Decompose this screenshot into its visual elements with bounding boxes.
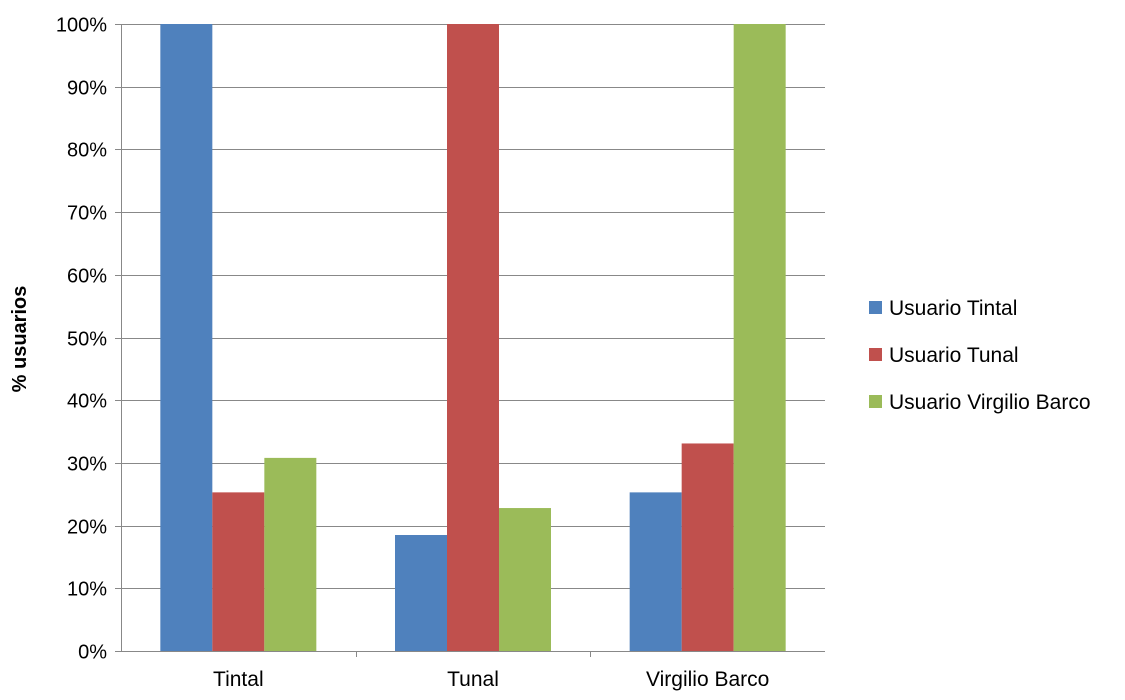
x-category-label: Tunal — [447, 668, 499, 691]
bar-usuario-tunal-tintal — [212, 492, 265, 651]
legend-swatch — [869, 301, 882, 314]
y-tick-label: 70% — [67, 203, 107, 225]
y-tick-label: 100% — [56, 15, 107, 37]
y-tick-label: 20% — [67, 517, 107, 539]
x-category-label: Tintal — [213, 668, 264, 691]
x-category-label: Virgilio Barco — [646, 668, 769, 691]
legend-swatch — [869, 395, 882, 408]
bar-usuario-virgilio-barco-tintal — [264, 457, 317, 651]
bar-usuario-virgilio-barco-virgilio-barco — [733, 24, 786, 651]
y-tick-label: 10% — [67, 579, 107, 601]
axis-labels: 0% 10% 20% 30% 40% 50% 60% 70% 80% 90% 100% Tintal T… — [56, 15, 769, 692]
y-tick-label: 40% — [67, 391, 107, 413]
bars — [160, 24, 786, 651]
bar-usuario-tintal-tintal — [160, 24, 213, 651]
legend-label: Usuario Virgilio Barco — [889, 391, 1091, 414]
y-tick-label: 0% — [78, 642, 107, 664]
y-tick-label: 80% — [67, 140, 107, 162]
y-tick-label: 30% — [67, 454, 107, 476]
legend: Usuario Tintal Usuario Tunal Usuario Virgi… — [869, 297, 1091, 414]
legend-label: Usuario Tunal — [889, 344, 1019, 367]
bar-usuario-virgilio-barco-tunal — [499, 508, 551, 651]
y-tick-label: 50% — [67, 329, 107, 351]
y-tick-label: 60% — [67, 266, 107, 288]
bar-usuario-tintal-tunal — [395, 535, 447, 651]
legend-label: Usuario Tintal — [889, 297, 1017, 320]
bar-usuario-tunal-virgilio-barco — [681, 443, 734, 651]
legend-swatch — [869, 348, 882, 361]
bar-usuario-tunal-tunal — [447, 24, 499, 651]
y-axis-title: % usuarios — [9, 286, 31, 393]
axes — [115, 24, 825, 657]
y-tick-label: 90% — [67, 78, 107, 100]
bar-usuario-tintal-virgilio-barco — [629, 492, 682, 651]
